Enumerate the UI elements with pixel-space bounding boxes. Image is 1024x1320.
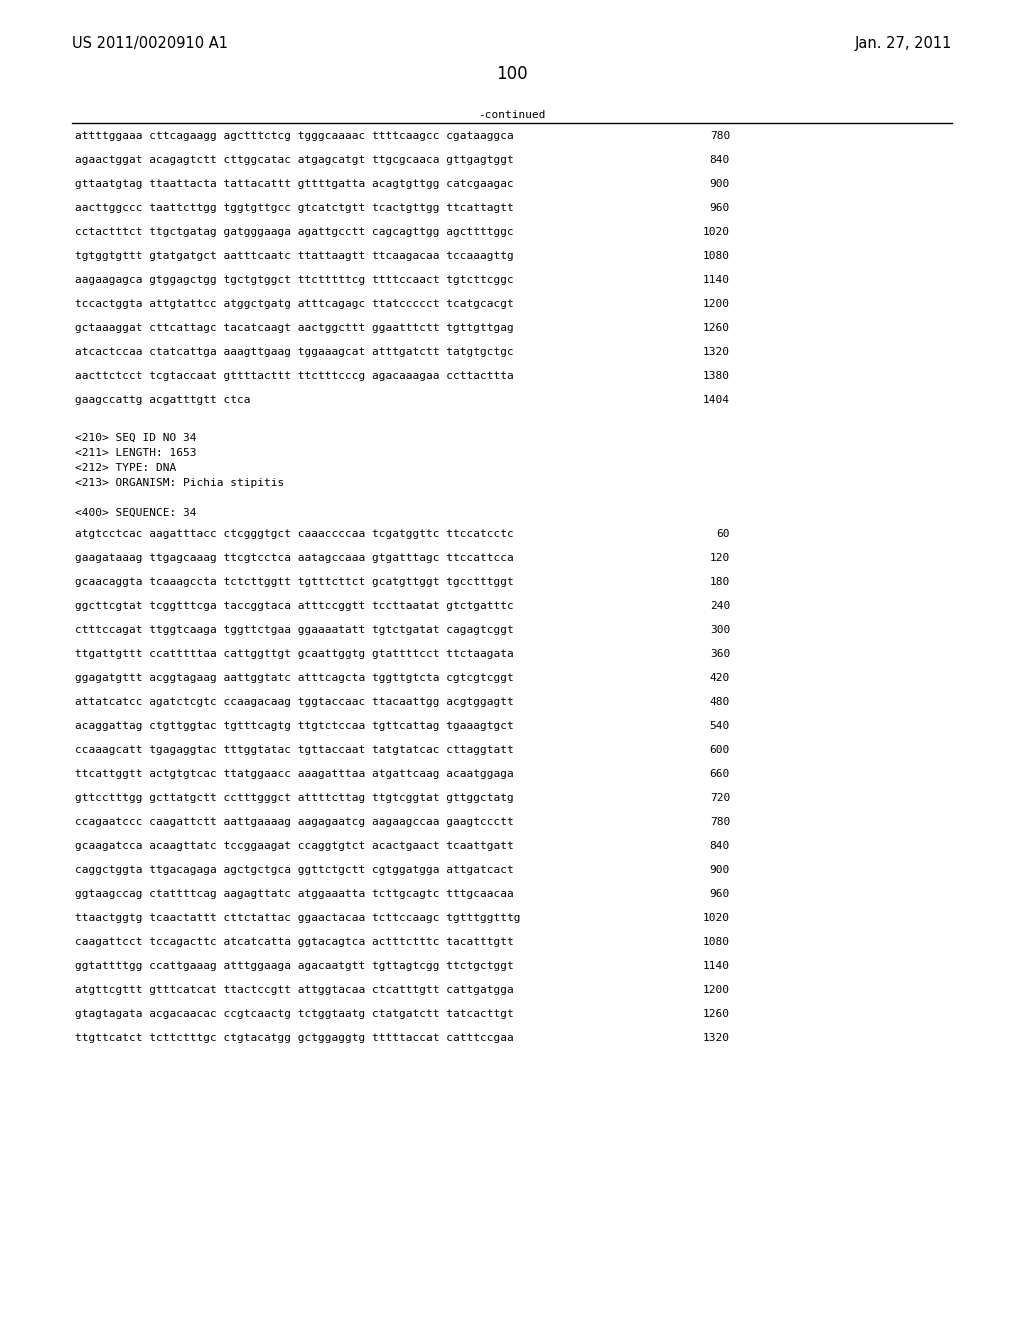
Text: 180: 180 bbox=[710, 577, 730, 587]
Text: US 2011/0020910 A1: US 2011/0020910 A1 bbox=[72, 36, 228, 51]
Text: -continued: -continued bbox=[478, 110, 546, 120]
Text: 1020: 1020 bbox=[703, 227, 730, 238]
Text: ggagatgttt acggtagaag aattggtatc atttcagcta tggttgtcta cgtcgtcggt: ggagatgttt acggtagaag aattggtatc atttcag… bbox=[75, 673, 514, 682]
Text: gctaaaggat cttcattagc tacatcaagt aactggcttt ggaatttctt tgttgttgag: gctaaaggat cttcattagc tacatcaagt aactggc… bbox=[75, 323, 514, 333]
Text: <400> SEQUENCE: 34: <400> SEQUENCE: 34 bbox=[75, 508, 197, 517]
Text: aacttggccc taattcttgg tggtgttgcc gtcatctgtt tcactgttgg ttcattagtt: aacttggccc taattcttgg tggtgttgcc gtcatct… bbox=[75, 203, 514, 213]
Text: 840: 840 bbox=[710, 841, 730, 851]
Text: 240: 240 bbox=[710, 601, 730, 611]
Text: gttcctttgg gcttatgctt cctttgggct attttcttag ttgtcggtat gttggctatg: gttcctttgg gcttatgctt cctttgggct attttct… bbox=[75, 793, 514, 803]
Text: 780: 780 bbox=[710, 131, 730, 141]
Text: gcaagatcca acaagttatc tccggaagat ccaggtgtct acactgaact tcaattgatt: gcaagatcca acaagttatc tccggaagat ccaggtg… bbox=[75, 841, 514, 851]
Text: 900: 900 bbox=[710, 180, 730, 189]
Text: 1380: 1380 bbox=[703, 371, 730, 381]
Text: 1320: 1320 bbox=[703, 347, 730, 356]
Text: <213> ORGANISM: Pichia stipitis: <213> ORGANISM: Pichia stipitis bbox=[75, 478, 285, 488]
Text: tccactggta attgtattcc atggctgatg atttcagagc ttatccccct tcatgcacgt: tccactggta attgtattcc atggctgatg atttcag… bbox=[75, 300, 514, 309]
Text: 360: 360 bbox=[710, 649, 730, 659]
Text: attttggaaa cttcagaagg agctttctcg tgggcaaaac ttttcaagcc cgataaggca: attttggaaa cttcagaagg agctttctcg tgggcaa… bbox=[75, 131, 514, 141]
Text: atcactccaa ctatcattga aaagttgaag tggaaagcat atttgatctt tatgtgctgc: atcactccaa ctatcattga aaagttgaag tggaaag… bbox=[75, 347, 514, 356]
Text: 1200: 1200 bbox=[703, 300, 730, 309]
Text: 60: 60 bbox=[717, 529, 730, 539]
Text: <210> SEQ ID NO 34: <210> SEQ ID NO 34 bbox=[75, 433, 197, 444]
Text: 1260: 1260 bbox=[703, 323, 730, 333]
Text: 540: 540 bbox=[710, 721, 730, 731]
Text: atgtcctcac aagatttacc ctcgggtgct caaaccccaa tcgatggttc ttccatcctc: atgtcctcac aagatttacc ctcgggtgct caaaccc… bbox=[75, 529, 514, 539]
Text: 120: 120 bbox=[710, 553, 730, 564]
Text: 840: 840 bbox=[710, 154, 730, 165]
Text: 1080: 1080 bbox=[703, 251, 730, 261]
Text: ctttccagat ttggtcaaga tggttctgaa ggaaaatatt tgtctgatat cagagtcggt: ctttccagat ttggtcaaga tggttctgaa ggaaaat… bbox=[75, 624, 514, 635]
Text: 1260: 1260 bbox=[703, 1008, 730, 1019]
Text: acaggattag ctgttggtac tgtttcagtg ttgtctccaa tgttcattag tgaaagtgct: acaggattag ctgttggtac tgtttcagtg ttgtctc… bbox=[75, 721, 514, 731]
Text: gaagccattg acgatttgtt ctca: gaagccattg acgatttgtt ctca bbox=[75, 395, 251, 405]
Text: ttcattggtt actgtgtcac ttatggaacc aaagatttaa atgattcaag acaatggaga: ttcattggtt actgtgtcac ttatggaacc aaagatt… bbox=[75, 770, 514, 779]
Text: aacttctcct tcgtaccaat gttttacttt ttctttcccg agacaaagaa ccttacttta: aacttctcct tcgtaccaat gttttacttt ttctttc… bbox=[75, 371, 514, 381]
Text: attatcatcc agatctcgtc ccaagacaag tggtaccaac ttacaattgg acgtggagtt: attatcatcc agatctcgtc ccaagacaag tggtacc… bbox=[75, 697, 514, 708]
Text: 1080: 1080 bbox=[703, 937, 730, 946]
Text: agaactggat acagagtctt cttggcatac atgagcatgt ttgcgcaaca gttgagtggt: agaactggat acagagtctt cttggcatac atgagca… bbox=[75, 154, 514, 165]
Text: 960: 960 bbox=[710, 888, 730, 899]
Text: ttgattgttt ccatttttaa cattggttgt gcaattggtg gtattttcct ttctaagata: ttgattgttt ccatttttaa cattggttgt gcaattg… bbox=[75, 649, 514, 659]
Text: 1200: 1200 bbox=[703, 985, 730, 995]
Text: gcaacaggta tcaaagccta tctcttggtt tgtttcttct gcatgttggt tgcctttggt: gcaacaggta tcaaagccta tctcttggtt tgtttct… bbox=[75, 577, 514, 587]
Text: 480: 480 bbox=[710, 697, 730, 708]
Text: gttaatgtag ttaattacta tattacattt gttttgatta acagtgttgg catcgaagac: gttaatgtag ttaattacta tattacattt gttttga… bbox=[75, 180, 514, 189]
Text: 780: 780 bbox=[710, 817, 730, 828]
Text: ggtattttgg ccattgaaag atttggaaga agacaatgtt tgttagtcgg ttctgctggt: ggtattttgg ccattgaaag atttggaaga agacaat… bbox=[75, 961, 514, 972]
Text: <211> LENGTH: 1653: <211> LENGTH: 1653 bbox=[75, 447, 197, 458]
Text: 100: 100 bbox=[497, 65, 527, 83]
Text: 660: 660 bbox=[710, 770, 730, 779]
Text: 960: 960 bbox=[710, 203, 730, 213]
Text: Jan. 27, 2011: Jan. 27, 2011 bbox=[855, 36, 952, 51]
Text: 1320: 1320 bbox=[703, 1034, 730, 1043]
Text: gtagtagata acgacaacac ccgtcaactg tctggtaatg ctatgatctt tatcacttgt: gtagtagata acgacaacac ccgtcaactg tctggta… bbox=[75, 1008, 514, 1019]
Text: 1020: 1020 bbox=[703, 913, 730, 923]
Text: ttgttcatct tcttctttgc ctgtacatgg gctggaggtg tttttaccat catttccgaa: ttgttcatct tcttctttgc ctgtacatgg gctggag… bbox=[75, 1034, 514, 1043]
Text: ccaaagcatt tgagaggtac tttggtatac tgttaccaat tatgtatcac cttaggtatt: ccaaagcatt tgagaggtac tttggtatac tgttacc… bbox=[75, 744, 514, 755]
Text: aagaagagca gtggagctgg tgctgtggct ttctttttcg ttttccaact tgtcttcggc: aagaagagca gtggagctgg tgctgtggct ttctttt… bbox=[75, 275, 514, 285]
Text: 600: 600 bbox=[710, 744, 730, 755]
Text: 1140: 1140 bbox=[703, 961, 730, 972]
Text: ttaactggtg tcaactattt cttctattac ggaactacaa tcttccaagc tgtttggtttg: ttaactggtg tcaactattt cttctattac ggaacta… bbox=[75, 913, 520, 923]
Text: tgtggtgttt gtatgatgct aatttcaatc ttattaagtt ttcaagacaa tccaaagttg: tgtggtgttt gtatgatgct aatttcaatc ttattaa… bbox=[75, 251, 514, 261]
Text: 1404: 1404 bbox=[703, 395, 730, 405]
Text: gaagataaag ttgagcaaag ttcgtcctca aatagccaaa gtgatttagc ttccattcca: gaagataaag ttgagcaaag ttcgtcctca aatagcc… bbox=[75, 553, 514, 564]
Text: caagattcct tccagacttc atcatcatta ggtacagtca actttctttc tacatttgtt: caagattcct tccagacttc atcatcatta ggtacag… bbox=[75, 937, 514, 946]
Text: cctactttct ttgctgatag gatgggaaga agattgcctt cagcagttgg agcttttggc: cctactttct ttgctgatag gatgggaaga agattgc… bbox=[75, 227, 514, 238]
Text: ggtaagccag ctattttcag aagagttatc atggaaatta tcttgcagtc tttgcaacaa: ggtaagccag ctattttcag aagagttatc atggaaa… bbox=[75, 888, 514, 899]
Text: 900: 900 bbox=[710, 865, 730, 875]
Text: 1140: 1140 bbox=[703, 275, 730, 285]
Text: 720: 720 bbox=[710, 793, 730, 803]
Text: ggcttcgtat tcggtttcga taccggtaca atttccggtt tccttaatat gtctgatttc: ggcttcgtat tcggtttcga taccggtaca atttccg… bbox=[75, 601, 514, 611]
Text: ccagaatccc caagattctt aattgaaaag aagagaatcg aagaagccaa gaagtccctt: ccagaatccc caagattctt aattgaaaag aagagaa… bbox=[75, 817, 514, 828]
Text: <212> TYPE: DNA: <212> TYPE: DNA bbox=[75, 463, 176, 473]
Text: atgttcgttt gtttcatcat ttactccgtt attggtacaa ctcatttgtt cattgatgga: atgttcgttt gtttcatcat ttactccgtt attggta… bbox=[75, 985, 514, 995]
Text: 420: 420 bbox=[710, 673, 730, 682]
Text: caggctggta ttgacagaga agctgctgca ggttctgctt cgtggatgga attgatcact: caggctggta ttgacagaga agctgctgca ggttctg… bbox=[75, 865, 514, 875]
Text: 300: 300 bbox=[710, 624, 730, 635]
